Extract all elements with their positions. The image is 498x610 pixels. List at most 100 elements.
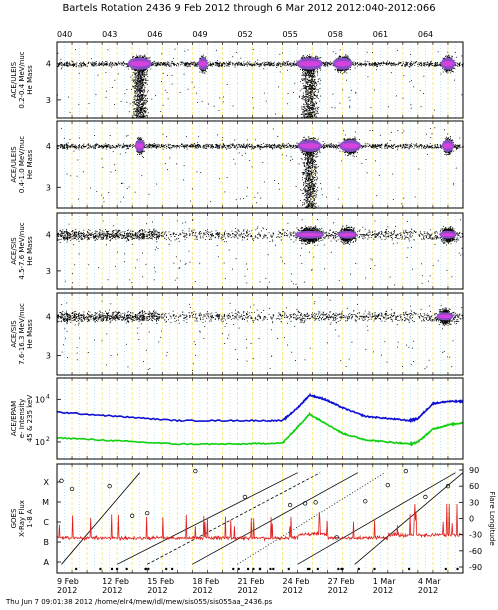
data-point [133, 99, 135, 100]
data-point [164, 62, 166, 64]
data-point [356, 62, 358, 64]
data-point [145, 103, 147, 105]
data-point [322, 65, 324, 67]
data-point [424, 62, 425, 64]
data-point [132, 101, 134, 103]
data-point [139, 72, 141, 74]
data-point [426, 62, 428, 64]
data-point [134, 73, 136, 75]
data-point [305, 56, 307, 58]
data-point [142, 95, 144, 97]
data-point [259, 65, 261, 67]
data-point [226, 84, 228, 85]
data-point [186, 62, 188, 64]
data-point [143, 71, 145, 73]
data-point [375, 62, 377, 64]
data-point [312, 77, 314, 79]
data-point [136, 88, 138, 90]
data-point [414, 61, 416, 63]
data-point [412, 63, 414, 65]
data-point [132, 55, 134, 57]
data-point [197, 102, 198, 104]
data-point [222, 63, 223, 65]
data-point [409, 81, 411, 83]
data-point [127, 66, 129, 67]
data-point [179, 92, 181, 93]
data-point [300, 58, 302, 60]
data-point [395, 63, 397, 65]
data-point [144, 55, 146, 57]
data-point [132, 81, 134, 83]
data-point [370, 64, 372, 66]
data-point [316, 56, 318, 58]
data-point [355, 92, 357, 94]
data-point [278, 64, 280, 66]
data-point [201, 69, 203, 71]
data-point [414, 64, 416, 66]
data-point [137, 78, 139, 80]
data-point [406, 62, 408, 64]
data-point [140, 116, 142, 118]
data-point [290, 65, 292, 67]
data-point [265, 100, 267, 102]
data-point [258, 66, 260, 68]
data-point [144, 95, 146, 96]
data-point [138, 96, 140, 97]
data-point [83, 63, 85, 65]
data-point [184, 50, 186, 52]
data-point [142, 94, 144, 96]
data-point [390, 65, 392, 67]
data-point [367, 76, 369, 78]
data-point [216, 64, 218, 66]
data-point [144, 85, 146, 87]
data-point [302, 113, 304, 115]
data-point [145, 82, 147, 84]
data-point [418, 64, 420, 66]
data-point [286, 63, 288, 65]
data-point [128, 111, 130, 113]
data-point [280, 65, 282, 67]
data-point [284, 62, 286, 64]
data-point [380, 64, 382, 66]
data-layer [56, 48, 464, 571]
data-point [308, 56, 310, 58]
data-point [434, 65, 436, 67]
data-point [191, 81, 193, 83]
data-point [293, 63, 294, 65]
data-point [171, 62, 173, 64]
data-point [136, 113, 138, 114]
data-point [318, 89, 320, 91]
data-point [235, 63, 237, 65]
data-point [133, 72, 135, 74]
data-point [124, 63, 126, 65]
data-point [145, 78, 147, 79]
data-point [138, 85, 140, 87]
data-point [317, 110, 319, 112]
data-point [147, 89, 149, 91]
data-point [304, 75, 306, 77]
data-point [136, 108, 138, 110]
data-point [137, 70, 139, 72]
data-point [361, 63, 363, 65]
data-point [159, 64, 161, 66]
data-point [140, 89, 142, 91]
data-point [319, 57, 321, 59]
data-point [72, 64, 74, 66]
data-point [71, 60, 73, 62]
data-point [429, 65, 430, 67]
data-point [142, 116, 144, 118]
data-point [260, 65, 262, 67]
data-point [240, 62, 242, 64]
data-point [135, 95, 136, 97]
data-point [141, 79, 143, 81]
data-point [309, 70, 311, 72]
data-point [375, 63, 376, 65]
data-point [140, 110, 142, 111]
data-point [289, 62, 291, 64]
data-point [135, 100, 137, 102]
data-point [141, 89, 143, 91]
data-point [140, 107, 142, 109]
data-point [429, 63, 431, 65]
data-point [310, 93, 312, 95]
data-point [349, 106, 351, 108]
